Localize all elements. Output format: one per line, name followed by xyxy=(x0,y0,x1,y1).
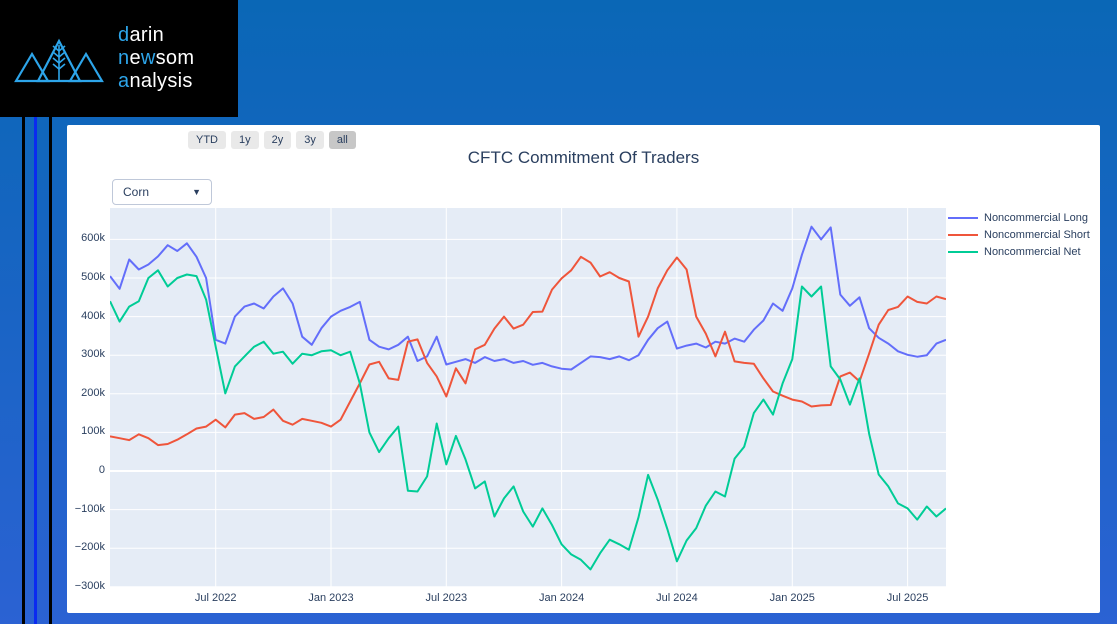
range-button-2y[interactable]: 2y xyxy=(263,131,292,149)
left-edge-stripe-black-2 xyxy=(49,0,52,624)
y-axis-tick-label: −300k xyxy=(74,579,105,592)
commodity-dropdown[interactable]: Corn ▼ xyxy=(112,179,212,205)
x-axis-tick-label: Jul 2025 xyxy=(886,592,929,604)
legend-item-noncommercial-short[interactable]: Noncommercial Short xyxy=(948,226,1090,243)
y-axis-tick-label: 400k xyxy=(81,309,105,322)
y-axis-tick-label: 600k xyxy=(81,232,105,245)
short-line-swatch-icon xyxy=(948,233,978,236)
y-axis-tick-label: 500k xyxy=(81,271,105,283)
left-edge-stripe-blue xyxy=(34,0,37,624)
logo: darin newsom analysis xyxy=(0,0,238,117)
chevron-down-icon: ▼ xyxy=(192,187,201,197)
logo-word-newsom: newsom xyxy=(118,47,195,69)
plot-area[interactable] xyxy=(110,208,946,587)
chart-card: YTD 1y 2y 3y all CFTC Commitment Of Trad… xyxy=(67,125,1100,613)
left-edge-stripe-black-1 xyxy=(22,0,25,624)
x-axis-tick-label: Jan 2024 xyxy=(538,592,585,604)
y-axis-tick-label: 100k xyxy=(81,425,105,438)
y-axis-tick-label: 0 xyxy=(98,464,105,476)
range-selector: YTD 1y 2y 3y all xyxy=(188,131,356,149)
x-axis-tick-label: Jul 2022 xyxy=(194,592,237,604)
range-button-1y[interactable]: 1y xyxy=(231,131,259,149)
y-axis-tick-label: −100k xyxy=(74,502,105,515)
legend-item-noncommercial-net[interactable]: Noncommercial Net xyxy=(948,243,1090,260)
commodity-dropdown-value: Corn xyxy=(123,185,150,199)
x-axis-tick-label: Jul 2024 xyxy=(656,592,698,604)
y-axis-tick-label: 200k xyxy=(81,386,105,399)
logo-text: darin newsom analysis xyxy=(118,24,194,93)
chart-title: CFTC Commitment Of Traders xyxy=(467,148,700,167)
logo-word-darin: darin xyxy=(118,24,164,46)
x-axis-tick-label: Jan 2025 xyxy=(769,592,815,604)
range-button-ytd[interactable]: YTD xyxy=(188,131,226,149)
x-axis-tick-label: Jul 2023 xyxy=(425,592,468,604)
range-button-3y[interactable]: 3y xyxy=(296,131,324,149)
logo-word-analysis: analysis xyxy=(118,70,193,92)
net-line-swatch-icon xyxy=(948,250,978,253)
x-axis-tick-label: Jan 2023 xyxy=(308,592,354,604)
legend-item-noncommercial-long[interactable]: Noncommercial Long xyxy=(948,209,1090,226)
y-axis-tick-label: 300k xyxy=(81,348,105,361)
long-line-swatch-icon xyxy=(948,216,978,219)
range-button-all[interactable]: all xyxy=(328,131,356,149)
y-axis-tick-label: −200k xyxy=(74,541,105,554)
mountain-wheat-logo-icon xyxy=(14,38,104,82)
legend: Noncommercial Long Noncommercial Short N… xyxy=(948,209,1090,260)
